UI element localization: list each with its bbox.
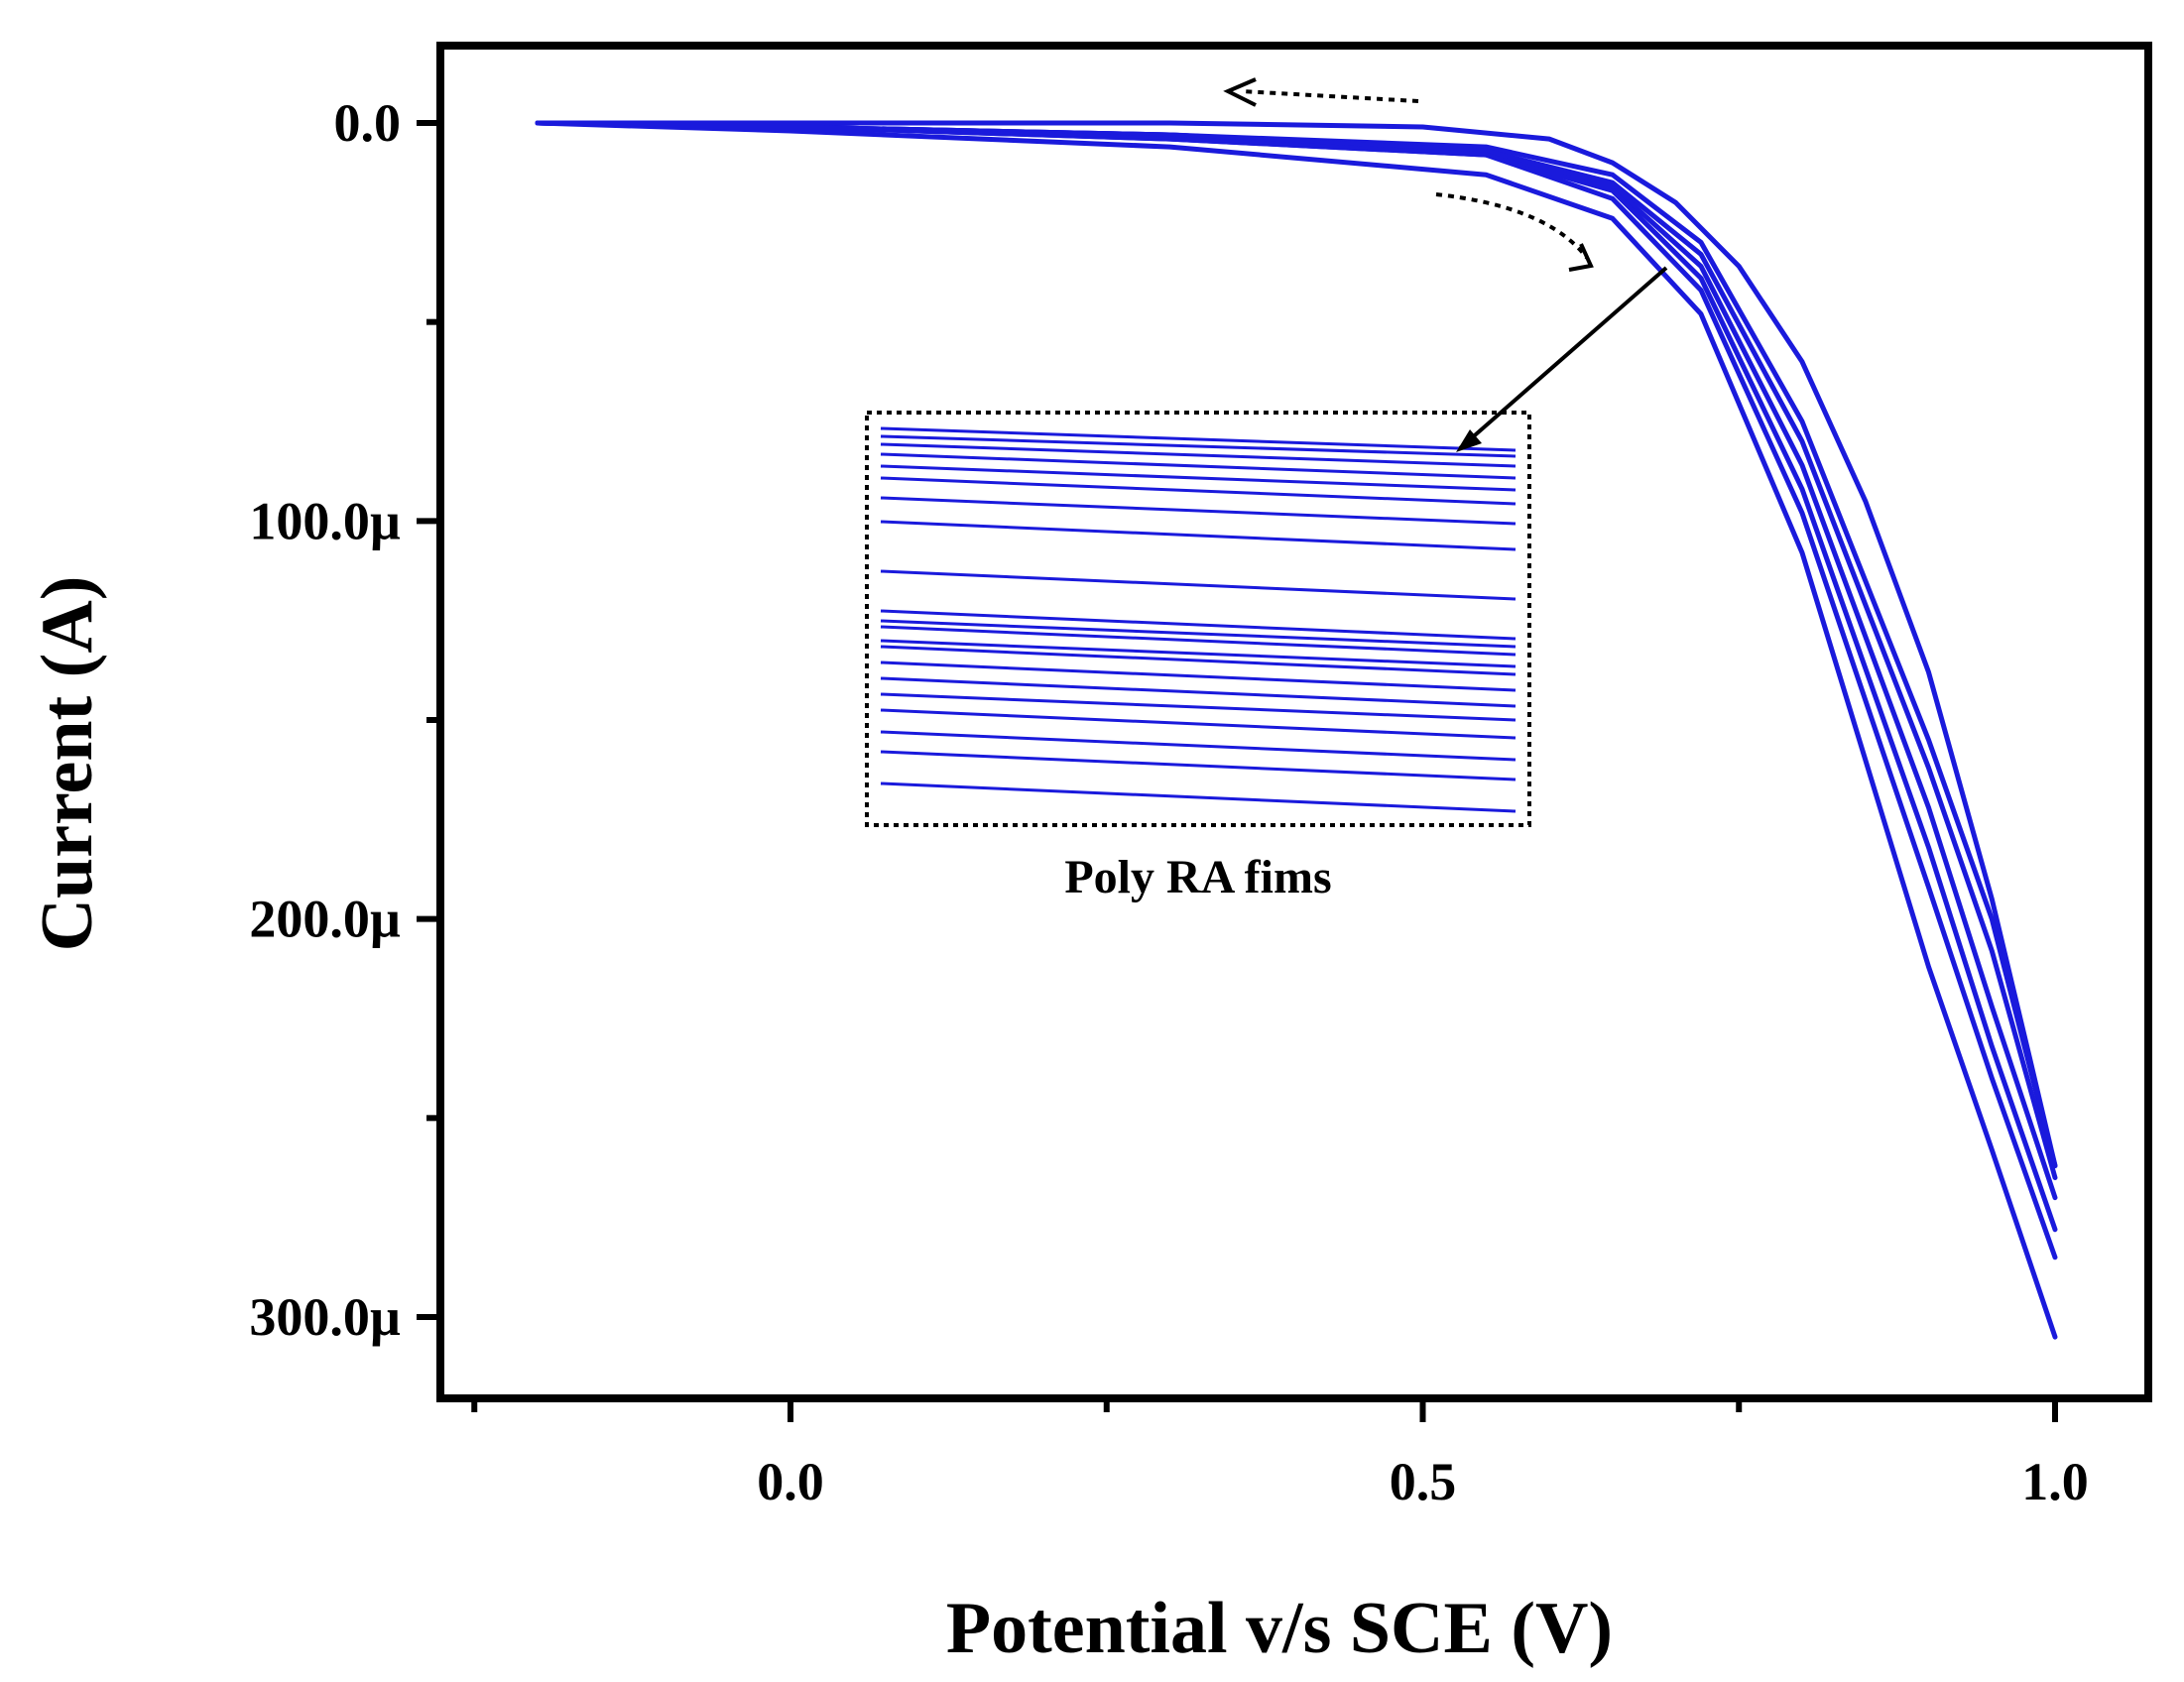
inset-stripe-15 [880, 676, 1517, 708]
inset-stripe-4 [880, 464, 1517, 492]
annotation-layer: Poly RA fims [865, 77, 1668, 903]
plot-layer [535, 120, 2058, 1340]
inset-stripe-20 [880, 781, 1517, 813]
scan-direction-arrowhead-forward [1568, 243, 1594, 272]
y-tick-label-3: 300.0µ [249, 1287, 401, 1347]
x-tick-label-1: 0.5 [1390, 1452, 1457, 1511]
labels-layer: Potential v/s SCE (V) Current (A) [27, 576, 1613, 1669]
inset-box [865, 411, 1531, 827]
x-axis-title: Potential v/s SCE (V) [946, 1588, 1613, 1669]
inset-stripe-14 [880, 661, 1517, 692]
x-tick-label-0: 0.0 [757, 1452, 824, 1511]
inset-stripe-8 [880, 569, 1517, 601]
pointer-arrow-head [1456, 429, 1482, 452]
inset-stripe-10 [880, 619, 1517, 649]
inset-stripe-2 [880, 442, 1517, 468]
inset-stripe-13 [880, 645, 1517, 676]
inset-label: Poly RA fims [1064, 851, 1331, 903]
inset-stripe-6 [880, 496, 1517, 526]
inset-stripe-11 [880, 625, 1517, 657]
inset-stripe-18 [880, 730, 1517, 762]
scan-direction-arrow-forward [1435, 192, 1589, 260]
inset-stripe-17 [880, 708, 1517, 740]
inset-lines [880, 426, 1517, 813]
pointer-arrow-line [1458, 266, 1668, 450]
x-tick-label-2: 1.0 [2021, 1452, 2089, 1511]
y-tick-label-2: 200.0µ [249, 890, 401, 949]
inset-stripe-7 [880, 520, 1517, 551]
scan-direction-arrow-reverse [1241, 89, 1419, 103]
y-tick-label-0: 0.0 [334, 93, 402, 153]
series-line-5 [535, 120, 2058, 1261]
scan-direction-arrowhead-reverse [1223, 77, 1257, 107]
inset-stripe-19 [880, 750, 1517, 781]
ticks-layer: 0.0 0.5 1.0 0.0 100.0µ 200.0µ 300.0µ [249, 93, 2088, 1511]
y-tick-label-1: 100.0µ [249, 491, 401, 550]
inset-stripe-0 [880, 426, 1517, 452]
inset-stripe-9 [880, 609, 1517, 641]
inset-stripe-1 [880, 434, 1517, 458]
inset-stripe-3 [880, 452, 1517, 480]
y-axis-title: Current (A) [27, 576, 108, 952]
series-line-7 [535, 120, 2058, 1168]
series-line-6 [535, 120, 2058, 1340]
inset-stripe-16 [880, 692, 1517, 722]
inset-stripe-5 [880, 476, 1517, 506]
inset-stripe-12 [880, 639, 1517, 668]
